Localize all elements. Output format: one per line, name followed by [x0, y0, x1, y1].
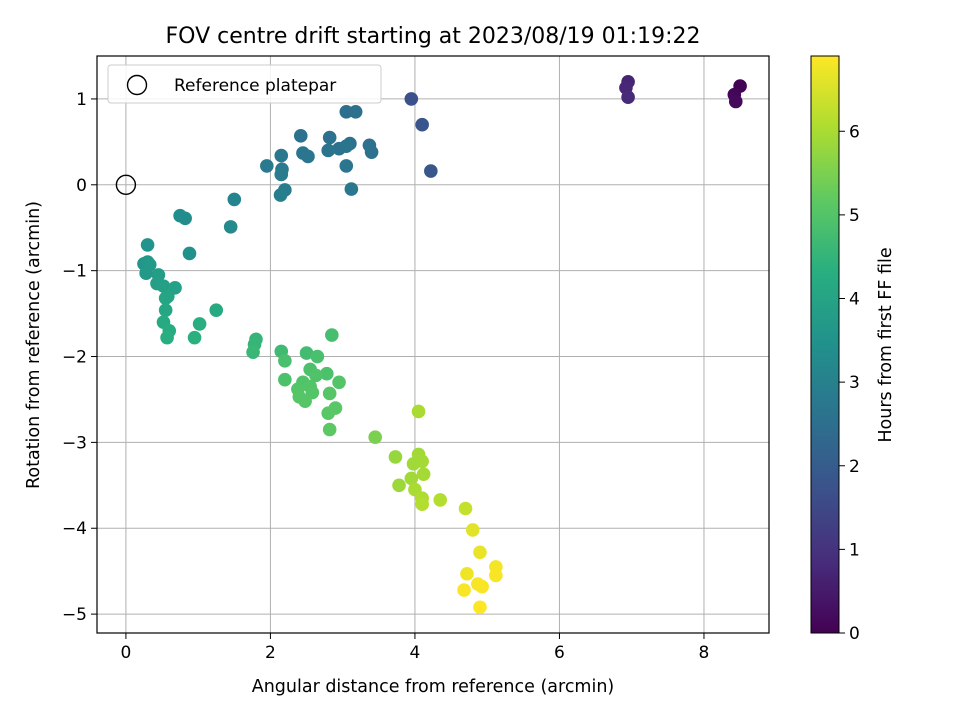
data-point	[473, 545, 487, 560]
y-tick-label: 0	[76, 176, 87, 196]
data-point	[416, 467, 431, 481]
data-point	[325, 328, 339, 342]
y-axis-label: Rotation from reference (arcmin)	[24, 201, 44, 489]
data-point	[339, 105, 354, 119]
data-point	[404, 471, 419, 486]
reference-point	[115, 174, 137, 195]
data-point	[178, 211, 192, 226]
data-point	[209, 303, 224, 317]
data-point	[339, 139, 354, 153]
data-point	[368, 430, 382, 445]
colorbar-tick-label: 1	[849, 540, 860, 560]
plot-frame	[96, 55, 770, 634]
legend-entry-reference: Reference platepar	[174, 76, 336, 96]
legend-reference-marker	[126, 74, 148, 96]
data-point	[457, 583, 471, 597]
data-point	[278, 354, 292, 368]
data-point	[424, 164, 438, 178]
data-point	[348, 105, 363, 119]
data-point	[404, 92, 419, 106]
data-point	[319, 366, 334, 381]
data-point	[344, 182, 359, 196]
data-point	[460, 566, 474, 581]
data-point	[309, 368, 323, 383]
colorbar-label: Hours from first FF file	[876, 247, 896, 442]
data-point	[156, 279, 171, 293]
colorbar-tick-label: 5	[849, 206, 860, 226]
data-point	[332, 375, 346, 390]
colorbar-tick-label: 0	[849, 624, 860, 644]
data-point	[192, 317, 207, 331]
data-point	[278, 372, 292, 387]
data-points	[115, 74, 747, 615]
data-point	[364, 145, 379, 159]
data-point	[158, 303, 173, 317]
x-tick-label: 2	[265, 643, 276, 663]
data-point	[458, 501, 473, 516]
data-point	[260, 159, 274, 173]
data-point	[274, 148, 289, 163]
data-point	[321, 143, 336, 158]
x-tick-label: 4	[410, 643, 421, 663]
data-point	[411, 404, 426, 419]
data-point	[298, 394, 312, 408]
y-tick-label: −2	[62, 348, 87, 368]
data-point	[322, 422, 337, 437]
data-point	[321, 406, 336, 420]
data-point	[182, 246, 197, 261]
colorbar-tick-label: 4	[849, 290, 860, 310]
legend: Reference platepar	[107, 64, 382, 104]
x-tick-label: 6	[554, 643, 565, 663]
data-point	[227, 192, 242, 207]
x-axis-ticks: 0 2 4 6 8	[120, 633, 709, 663]
data-point	[406, 457, 421, 471]
legend-box	[107, 64, 382, 104]
data-point	[473, 600, 487, 615]
data-point	[322, 130, 337, 145]
data-point	[246, 345, 260, 360]
data-point	[310, 349, 325, 364]
colorbar-tick-label: 2	[849, 457, 860, 477]
data-point	[273, 188, 288, 202]
data-point	[415, 497, 429, 512]
data-point	[621, 90, 635, 105]
data-point	[139, 266, 153, 281]
data-point	[223, 220, 238, 234]
data-point	[293, 129, 308, 143]
x-tick-label: 0	[120, 643, 131, 663]
chart-title: FOV centre drift starting at 2023/08/19 …	[166, 24, 701, 49]
data-point	[475, 579, 489, 594]
data-point	[322, 386, 337, 401]
data-point	[433, 493, 448, 507]
data-point	[160, 330, 174, 345]
y-tick-label: −5	[62, 605, 87, 625]
grid-lines	[97, 56, 769, 633]
y-tick-label: −3	[62, 433, 87, 453]
data-point	[140, 238, 155, 252]
colorbar-tick-label: 6	[849, 122, 860, 142]
data-point	[728, 94, 743, 109]
y-tick-label: −4	[62, 519, 87, 539]
data-point	[465, 523, 480, 537]
data-point	[339, 159, 354, 173]
y-tick-label: −1	[62, 262, 87, 282]
data-point	[301, 149, 315, 164]
data-point	[489, 568, 503, 583]
data-point	[388, 450, 403, 464]
data-point	[392, 478, 406, 493]
data-point	[274, 167, 289, 182]
colorbar-ticks: 0 1 2 3 4 5 6	[839, 122, 860, 644]
data-point	[187, 330, 202, 345]
colorbar	[810, 55, 840, 634]
data-point	[158, 291, 173, 305]
data-point	[415, 117, 429, 132]
colorbar-tick-label: 3	[849, 373, 860, 393]
y-axis-ticks: −5 −4 −3 −2 −1 0 1	[62, 90, 97, 625]
x-axis-label: Angular distance from reference (arcmin)	[252, 677, 615, 697]
x-tick-label: 8	[699, 643, 710, 663]
y-tick-label: 1	[76, 90, 87, 110]
data-point	[299, 346, 314, 360]
